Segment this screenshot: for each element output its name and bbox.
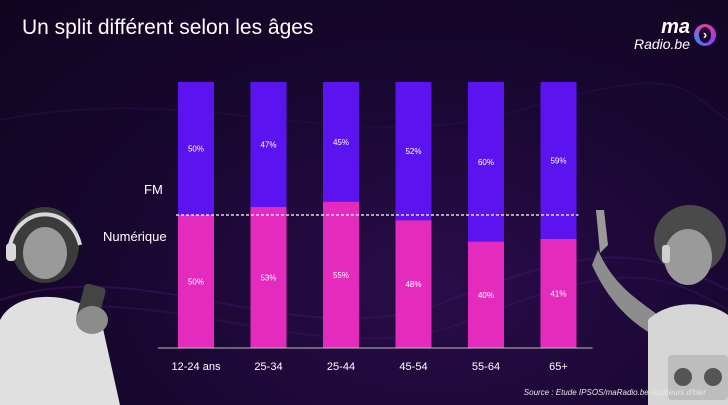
bar-numerique-2 [323,201,359,348]
logo-radio: Radio.be [633,36,690,52]
data-label-numerique-3: 48% [405,280,421,289]
data-label-fm-3: 52% [405,147,421,156]
data-label-fm-1: 47% [260,141,276,150]
data-label-fm-2: 45% [333,138,349,147]
bar-fm-5 [540,82,577,239]
numerique-label: Numérique [103,229,167,244]
category-label-3: 45-54 [399,361,427,373]
bar-numerique-1 [250,207,287,348]
data-label-fm-4: 60% [478,158,494,167]
maradio-logo: ma Radio.be › [626,16,716,58]
data-label-numerique-1: 53% [260,274,276,283]
bar-numerique-3 [395,220,432,348]
category-label-4: 55-64 [472,361,500,373]
category-label-0: 12-24 ans [172,361,221,373]
bar-numerique-4 [468,241,504,348]
woman-with-radio-image [592,205,728,405]
fm-label: FM [144,182,163,197]
data-label-fm-0: 50% [188,145,204,154]
data-label-numerique-0: 50% [188,278,204,287]
data-label-numerique-4: 40% [478,291,494,300]
bar-numerique-0 [178,215,214,348]
source-note: Source : Etude IPSOS/maRadio.be Auditeur… [523,388,706,397]
bar-fm-2 [323,82,359,202]
bar-fm-0 [178,82,214,215]
category-label-1: 25-34 [254,361,282,373]
page-title: Un split différent selon les âges [22,16,314,39]
logo-badge-icon: › [694,24,716,46]
category-label-2: 25-44 [327,361,355,373]
data-label-fm-5: 59% [550,156,566,165]
logo-ma: ma [661,16,690,38]
bar-fm-1 [250,82,287,208]
bar-fm-3 [395,82,432,221]
bar-numerique-5 [540,238,577,348]
data-label-numerique-5: 41% [550,289,566,298]
data-label-numerique-2: 55% [333,271,349,280]
woman-with-phone-image [0,207,120,405]
category-label-5: 65+ [549,361,568,373]
